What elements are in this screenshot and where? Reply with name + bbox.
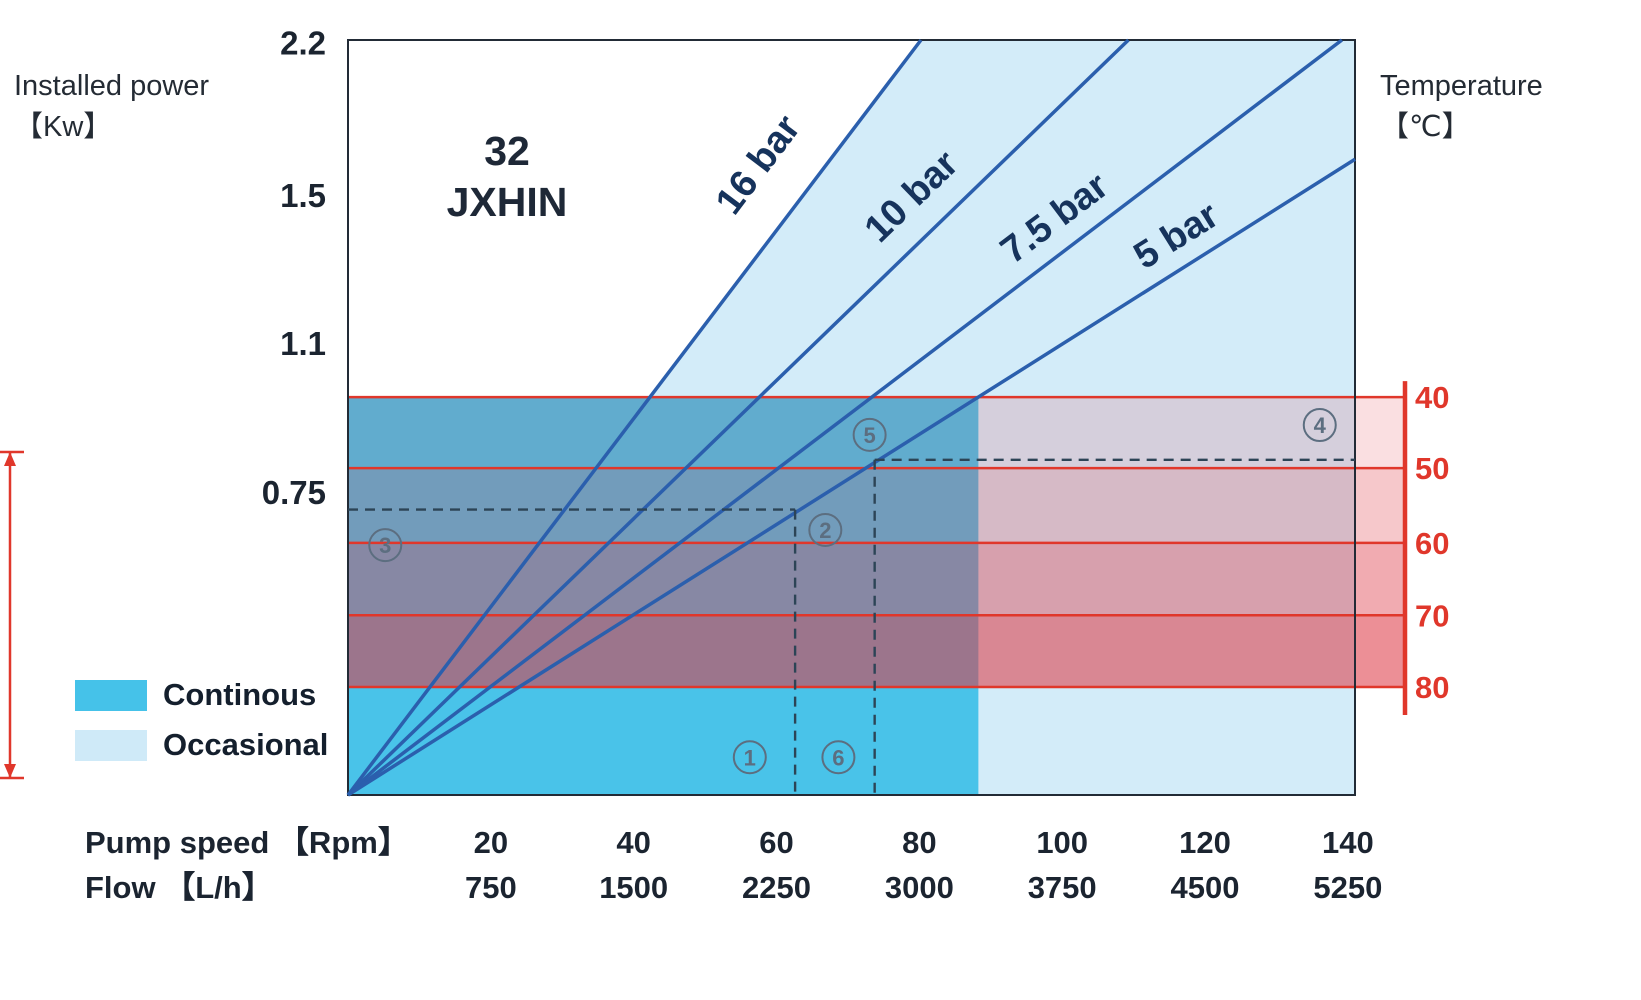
legend-item-occasional: Occasional [75, 720, 328, 770]
pump-speed-tick-80: 80 [902, 825, 936, 860]
pressure-line-7.5-bar [346, 38, 1343, 797]
occasional-swatch [75, 729, 147, 761]
power-tick-label-1.1: 1.1 [280, 325, 326, 362]
step-marker-circle-1 [732, 740, 767, 775]
flow-axis-label: Flow 【L/h】 [85, 870, 273, 905]
flow-tick-750: 750 [465, 870, 517, 905]
chart-model-title: 32 JXHIN [392, 126, 622, 229]
power-tick-label-0.75: 0.75 [262, 474, 326, 511]
pressure-line-16-bar [346, 38, 923, 797]
left-dimension-marker [0, 450, 24, 780]
step-marker-circle-5 [852, 417, 887, 452]
step-marker-number-4: 4 [1314, 413, 1327, 438]
power-axis-title-line2: 【Kw】 [14, 110, 113, 143]
flow-tick-2250: 2250 [742, 870, 811, 905]
power-tick-label-2.2: 2.2 [280, 24, 326, 61]
chart-model-title-size: 32 [484, 128, 530, 174]
chart-model-title-name: JXHIN [446, 179, 568, 226]
pump-speed-tick-20: 20 [474, 825, 508, 860]
pump-speed-tick-140: 140 [1322, 825, 1374, 860]
step-marker-number-6: 6 [832, 745, 844, 770]
legend-item-continuous: Continous [75, 670, 328, 720]
step-marker-circle-3 [368, 528, 403, 563]
step-marker-number-2: 2 [819, 518, 831, 543]
pump-speed-tick-40: 40 [616, 825, 650, 860]
plot-border [347, 39, 1356, 796]
temp-band-40-50 [348, 397, 1405, 469]
flow-tick-3750: 3750 [1028, 870, 1097, 905]
flow-tick-3000: 3000 [885, 870, 954, 905]
flow-tick-5250: 5250 [1313, 870, 1382, 905]
pump-speed-tick-60: 60 [759, 825, 793, 860]
step-marker-circle-6 [821, 740, 856, 775]
continuous-swatch [75, 679, 147, 711]
temp-tick-label-40: 40 [1415, 380, 1449, 415]
temp-tick-label-50: 50 [1415, 451, 1449, 486]
temperature-axis-title: Temperature 【℃】 [1380, 66, 1543, 147]
temp-band-50-60 [348, 468, 1405, 543]
power-axis-title: Installed power 【Kw】 [14, 66, 209, 147]
temperature-axis-title-line1: Temperature [1380, 70, 1543, 102]
flow-tick-4500: 4500 [1171, 870, 1240, 905]
pressure-line-5-bar [347, 157, 1356, 797]
pump-speed-tick-120: 120 [1179, 825, 1231, 860]
temp-band-70-80 [348, 615, 1405, 688]
temp-tick-label-70: 70 [1415, 598, 1449, 633]
flow-tick-1500: 1500 [599, 870, 668, 905]
step-marker-circle-2 [808, 512, 843, 547]
temp-tick-label-80: 80 [1415, 670, 1449, 705]
temp-band-60-70 [348, 542, 1405, 616]
step-marker-circle-4 [1302, 408, 1337, 443]
power-tick-label-1.5: 1.5 [280, 177, 326, 214]
legend: Continous Occasional [75, 670, 328, 770]
temperature-axis-title-line2: 【℃】 [1380, 110, 1471, 143]
pump-speed-tick-100: 100 [1036, 825, 1088, 860]
pressure-line-10-bar [346, 38, 1130, 797]
step-marker-number-5: 5 [864, 423, 876, 448]
occasional-label: Occasional [163, 727, 329, 762]
step-marker-number-3: 3 [379, 533, 391, 558]
pump-speed-axis-label: Pump speed 【Rpm】 [85, 825, 409, 860]
continuous-label: Continous [163, 677, 317, 712]
step-marker-number-1: 1 [744, 745, 756, 770]
power-axis-title-line1: Installed power [14, 70, 210, 102]
temp-tick-label-60: 60 [1415, 526, 1449, 561]
